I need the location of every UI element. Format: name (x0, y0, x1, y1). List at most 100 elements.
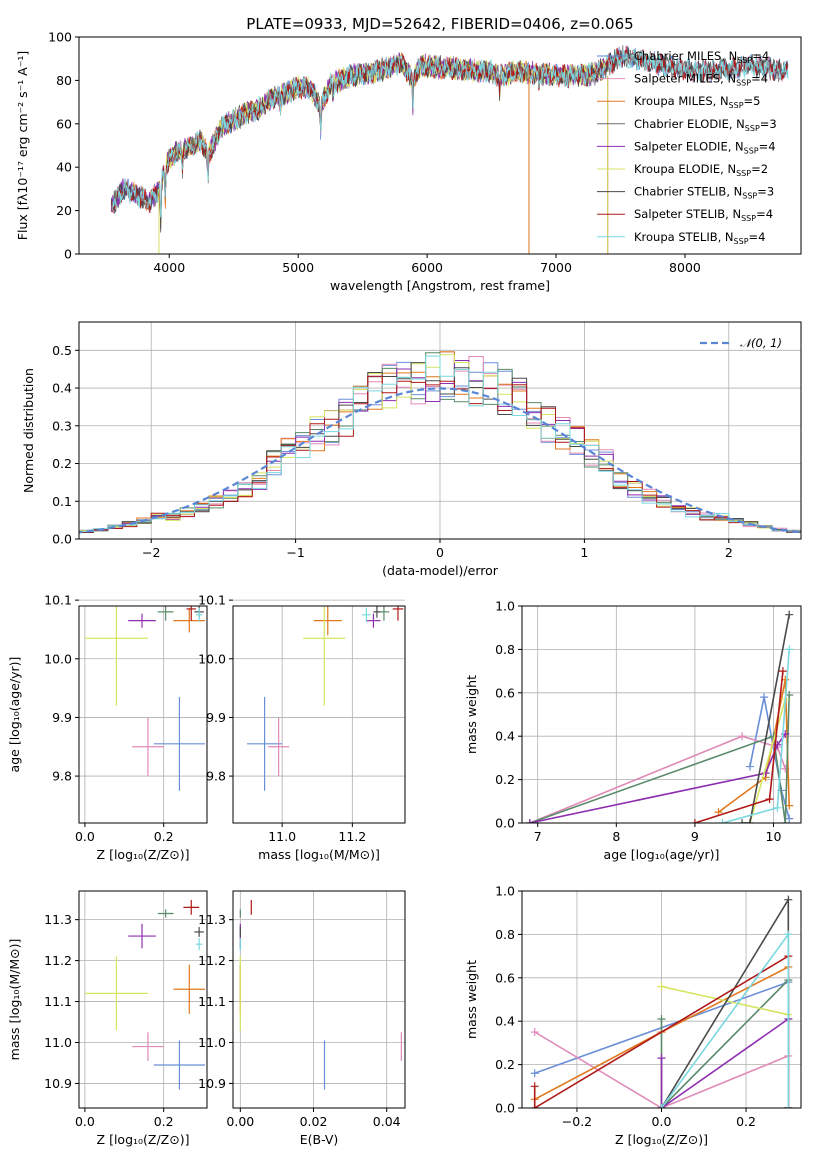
y-tick-label: 11.3 (198, 912, 226, 927)
legend-entry: Salpeter MILES, NSSP=4 (634, 72, 768, 88)
x-tick-label: 0.0 (75, 1114, 95, 1129)
errorbar-point-1 (268, 717, 290, 777)
y-tick-label: 0.3 (52, 418, 72, 433)
histogram-series-7 (79, 375, 801, 535)
weight-series-4 (529, 733, 786, 823)
weight-series-5 (661, 985, 789, 1016)
grid-age_vs_Z (79, 599, 207, 823)
legend-entry: Kroupa ELODIE, NSSP=2 (634, 162, 768, 178)
y-tick-label: 10.9 (198, 1076, 226, 1091)
x-tick-label: −0.2 (562, 1114, 592, 1129)
panel-weight_vs_Z: −0.2 0.0 0.2 0.0 0.2 0.4 0.6 0.8 1.0 Z [log₁₀(Z/Z… (464, 884, 802, 1147)
panel-spectrum: 4000 5000 6000 7000 8000 0 20 40 60 80 100 waveleng… (15, 15, 802, 293)
weight-marker (773, 803, 782, 812)
errorbar-point-0 (247, 696, 283, 791)
y-tick-label: 60 (56, 116, 72, 131)
legend-entry: Kroupa MILES, NSSP=5 (634, 94, 760, 110)
x-tick-label: 4000 (153, 260, 185, 275)
chart-title: PLATE=0933, MJD=52642, FIBERID=0406, z=0… (246, 15, 633, 33)
y-tick-label: 0.8 (495, 927, 515, 942)
y-tick-label: 0.6 (495, 970, 515, 985)
x-tick-label: 0.0 (652, 1114, 672, 1129)
errorbar-point-1 (132, 1032, 164, 1061)
x-tick-label: 7 (534, 829, 542, 844)
y-tick-label: 10.9 (44, 1076, 72, 1091)
legend-entry: 𝒩(0, 1) (740, 336, 782, 350)
y-axis-label: mass [log₁₀(M/M⊙)] (7, 939, 22, 1061)
weight-series-6 (742, 614, 790, 823)
x-tick-label: 0.0 (75, 829, 95, 844)
x-axis-label: Z [log₁₀(Z/Z⊙)] (97, 1132, 190, 1147)
legend-entry: Salpeter ELODIE, NSSP=4 (634, 139, 776, 155)
x-axis-label: Z [log₁₀(Z/Z⊙)] (615, 1132, 708, 1147)
errorbar-point-7 (183, 900, 200, 915)
y-tick-label: 9.8 (52, 769, 72, 784)
y-tick-label: 0.1 (52, 494, 72, 509)
histogram-series-8 (79, 355, 801, 534)
weight-marker (690, 819, 699, 823)
x-tick-label: 11.2 (338, 829, 366, 844)
y-tick-label: 11.3 (44, 912, 72, 927)
y-tick-label: 0.0 (495, 1101, 515, 1116)
panel-age_vs_mass: 11.0 11.2 9.8 9.9 10.0 10.1 mass [log₁₀(M/M⊙)] (198, 593, 406, 862)
x-tick-label: 0 (436, 545, 444, 560)
errorbar-point-6 (194, 927, 204, 937)
errorbar-point-5 (84, 956, 148, 1031)
y-axis-label: mass weight (464, 960, 479, 1039)
x-tick-label: 5000 (282, 260, 314, 275)
errorbar-point-4 (128, 613, 156, 628)
y-axis-label: Flux [fλ10⁻¹⁷ erg cm⁻² s⁻¹ A⁻¹] (15, 51, 30, 240)
weight-marker (530, 1104, 539, 1108)
y-tick-label: 0.4 (52, 381, 72, 396)
y-tick-label: 0.4 (495, 729, 515, 744)
x-axis-label: wavelength [Angstrom, rest frame] (330, 278, 550, 293)
weight-marker (657, 1104, 666, 1108)
y-axis-label: mass weight (464, 675, 479, 754)
axes-frame (232, 890, 406, 1109)
x-tick-label: 8000 (669, 260, 701, 275)
y-tick-label: 0.2 (495, 772, 515, 787)
legend-spectrum: Chabrier MILES, NSSP=4 Salpeter MILES, NS… (597, 49, 777, 246)
weight-marker (778, 667, 787, 676)
grid-age_vs_mass (233, 599, 405, 823)
errorbar-point-3 (157, 606, 174, 621)
x-axis-label: (data-model)/error (382, 563, 499, 578)
y-tick-label: 10.0 (44, 651, 72, 666)
weight-marker (525, 819, 534, 823)
weight-marker (657, 1015, 666, 1024)
y-tick-label: 20 (56, 203, 72, 218)
errorbar-point-1 (132, 717, 164, 777)
panel-age_vs_Z: 0.0 0.2 9.8 9.9 10.0 10.1 Z [log₁₀(Z/Z⊙)] age [… (7, 593, 208, 862)
y-tick-label: 11.1 (44, 994, 72, 1009)
x-tick-label: 0.2 (154, 829, 174, 844)
errorbar-point-3 (157, 909, 174, 918)
plot-area-age_vs_Z (84, 606, 206, 791)
weight-marker (530, 1069, 539, 1078)
legend-entry: Chabrier STELIB, NSSP=3 (634, 185, 774, 201)
x-tick-label: 10 (766, 829, 782, 844)
errorbar-point-4 (366, 613, 381, 628)
y-tick-label: 1.0 (495, 884, 515, 899)
plot-area-weight_vs_age (525, 610, 794, 823)
weight-marker (784, 930, 793, 939)
weight-marker (781, 819, 790, 823)
x-axis-label: age [log₁₀(age/yr)] (604, 847, 720, 862)
y-tick-label: 0.5 (52, 343, 72, 358)
weight-marker (785, 645, 794, 654)
spectrum-series-8 (112, 49, 789, 218)
x-tick-label: 0.04 (373, 1114, 401, 1129)
x-axis-label: mass [log₁₀(M/M⊙)] (258, 847, 380, 862)
x-tick-label: 7000 (540, 260, 572, 275)
axes-frame (78, 36, 802, 255)
errorbar-point-8 (362, 607, 371, 622)
errorbar-point-8 (195, 607, 203, 622)
axes-frame (78, 890, 208, 1109)
y-tick-label: 0 (64, 247, 72, 262)
errorbar-point-2 (173, 964, 206, 1014)
y-tick-label: 100 (48, 30, 72, 45)
axes-frame (521, 605, 802, 824)
x-tick-label: 0.00 (226, 1114, 254, 1129)
axes-frame (232, 605, 406, 824)
weight-series-5 (749, 699, 787, 823)
grid-mass_vs_Z (79, 891, 207, 1108)
